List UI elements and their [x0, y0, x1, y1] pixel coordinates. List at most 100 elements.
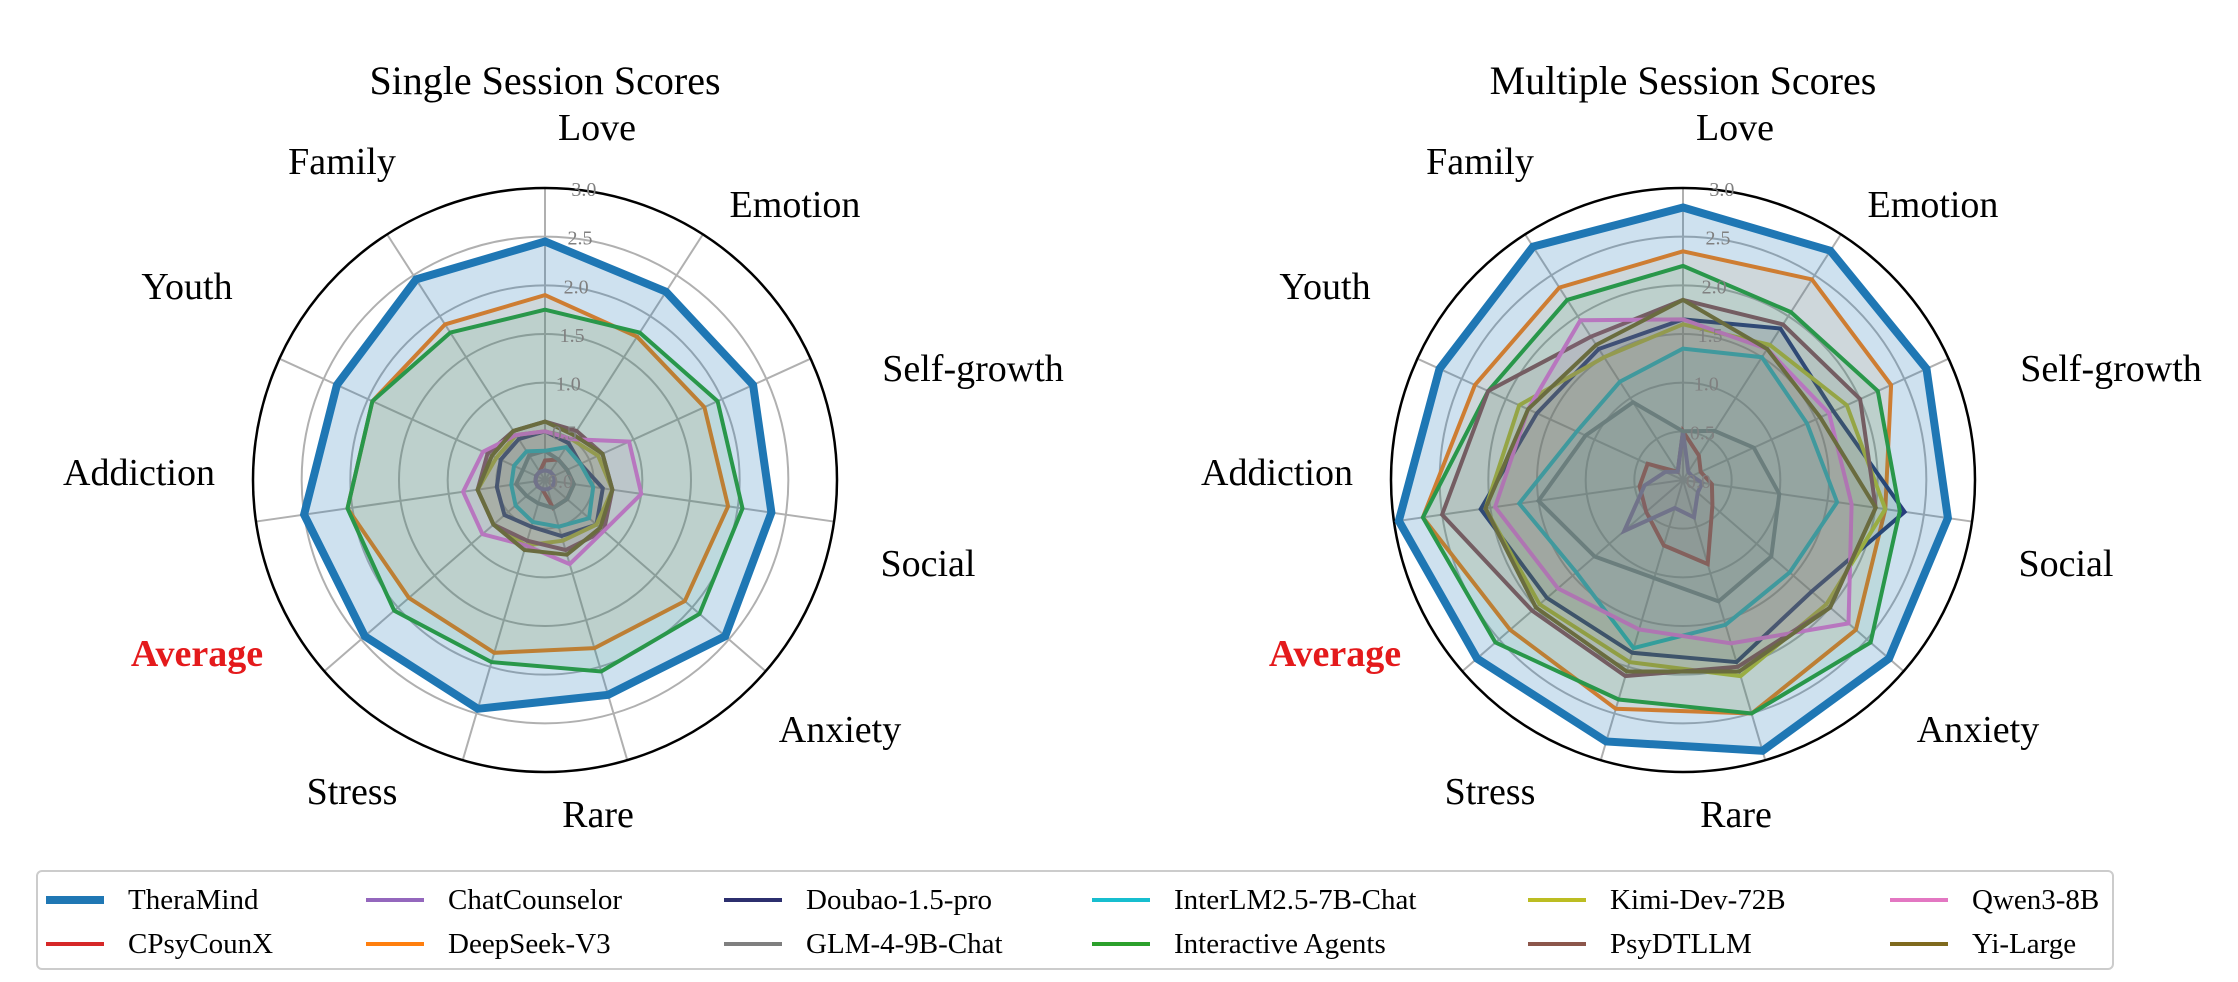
radar-chart-single-session: Single Session Scores 0.0 0.5 1.0 1.5 2.0 2.5…: [63, 58, 1064, 836]
legend-item-yi-large: Yi-Large: [1890, 924, 2076, 964]
category-label-youth: Youth: [141, 266, 232, 308]
r-tick-label: 1.5: [1698, 325, 1723, 347]
legend-item-deepseek-v3: DeepSeek-V3: [366, 924, 611, 964]
spoke-line: [1682, 357, 1950, 481]
category-label-love: Love: [1696, 107, 1774, 149]
series-theramind: [299, 237, 776, 713]
legend-swatch: [1890, 942, 1948, 946]
series-deepseek-v3: [1420, 249, 1894, 716]
category-label-anxiety: Anxiety: [779, 709, 901, 751]
category-label-addiction: Addiction: [63, 452, 215, 494]
legend-label: TheraMind: [128, 883, 259, 916]
legend-swatch: [366, 898, 424, 902]
legend-item-interactive-agents: Interactive Agents: [1092, 924, 1386, 964]
legend-swatch: [46, 942, 104, 946]
outer-ring: [1389, 186, 1977, 774]
legend-swatch: [1092, 942, 1150, 946]
category-label-rare: Rare: [562, 794, 634, 836]
r-tick-label: 1.5: [560, 325, 585, 347]
legend-label: Interactive Agents: [1174, 927, 1386, 960]
spoke-line: [1682, 479, 1905, 672]
legend-item-kimi-dev-72b: Kimi-Dev-72B: [1528, 880, 1786, 920]
grid: [255, 188, 835, 761]
legend-label: Qwen3-8B: [1972, 883, 2100, 916]
category-label-anxiety: Anxiety: [1917, 709, 2039, 751]
legend-label: Yi-Large: [1972, 927, 2077, 960]
figure: Single Session Scores 0.0 0.5 1.0 1.5 2.0 2.5…: [63, 58, 2202, 836]
category-label-youth: Youth: [1279, 266, 1370, 308]
legend-label: PsyDTLLM: [1610, 927, 1752, 960]
legend-label: CPsyCounX: [128, 927, 274, 960]
category-label-average: Average: [131, 633, 263, 675]
r-tick-label: 2.5: [567, 228, 592, 250]
radar-chart-multiple-session: Multiple Session Scores 0.0 0.5 1.0 1.5 2.0 2…: [1201, 58, 2202, 836]
legend: TheraMind CPsyCounX ChatCounselor DeepSeek-…: [36, 870, 2114, 970]
legend-swatch: [1890, 898, 1948, 902]
legend-swatch: [1528, 898, 1586, 902]
spoke-line: [544, 479, 767, 672]
legend-item-doubao-1-5-pro: Doubao-1.5-pro: [724, 880, 992, 920]
series-doubao-1-5-pro: [1478, 317, 1908, 665]
series-chatcounselor: [533, 468, 557, 492]
r-tick-label: 1.0: [1694, 374, 1719, 396]
legend-item-interlm2-5-7b-chat: InterLM2.5-7B-Chat: [1092, 880, 1416, 920]
category-label-emotion: Emotion: [730, 184, 861, 226]
legend-label: GLM-4-9B-Chat: [806, 927, 1003, 960]
spoke-line: [1599, 479, 1684, 761]
series-glm-4-9b-chat: [1535, 399, 1782, 604]
category-label-addiction: Addiction: [1201, 452, 1353, 494]
legend-label: Doubao-1.5-pro: [806, 883, 993, 916]
legend-swatch: [724, 898, 782, 902]
category-label-family: Family: [1426, 141, 1534, 183]
r-tick-label: 0.5: [552, 422, 577, 444]
legend-item-psydtllm: PsyDTLLM: [1528, 924, 1752, 964]
category-label-self-growth: Self-growth: [882, 348, 1064, 390]
category-label-self-growth: Self-growth: [2020, 348, 2202, 390]
r-tick-label: 2.0: [564, 276, 589, 298]
legend-swatch: [724, 942, 782, 946]
r-tick-label: 1.0: [556, 374, 581, 396]
chart-title: Multiple Session Scores: [1490, 58, 1877, 103]
series-qwen3-8b: [1492, 317, 1854, 646]
series-yi-large: [1483, 297, 1878, 674]
series-interlm2-5-7b-chat: [509, 445, 596, 529]
legend-swatch: [1092, 898, 1150, 902]
series-cpsycounx: [1637, 425, 1715, 568]
category-label-love: Love: [558, 107, 636, 149]
series-chatcounselor: [1620, 431, 1705, 536]
legend-item-qwen3-8b: Qwen3-8B: [1890, 880, 2099, 920]
legend-label: ChatCounselor: [448, 883, 622, 916]
legend-label: DeepSeek-V3: [448, 927, 611, 960]
category-label-stress: Stress: [1445, 771, 1536, 813]
spoke-line: [1416, 357, 1684, 481]
category-label-average: Average: [1269, 633, 1401, 675]
category-label-social: Social: [2019, 543, 2114, 585]
spoke-line: [1682, 479, 1973, 523]
r-tick-label: 2.5: [1705, 228, 1730, 250]
legend-swatch: [1528, 942, 1586, 946]
r-tick-label: 2.0: [1702, 276, 1727, 298]
legend-item-glm-4-9b-chat: GLM-4-9B-Chat: [724, 924, 1003, 964]
legend-item-theramind: TheraMind: [46, 880, 258, 920]
series-theramind: [1394, 203, 1953, 755]
r-tick-label: 0.0: [548, 471, 573, 493]
series-interactive-agents: [1420, 263, 1902, 716]
category-label-family: Family: [288, 141, 396, 183]
legend-label: InterLM2.5-7B-Chat: [1174, 883, 1417, 916]
series-yi-large: [475, 419, 615, 557]
category-label-stress: Stress: [307, 771, 398, 813]
series-interactive-agents: [345, 307, 745, 674]
spoke-line: [323, 479, 546, 672]
legend-label: Kimi-Dev-72B: [1610, 883, 1786, 916]
r-tick-label: 0.5: [1690, 422, 1715, 444]
series-glm-4-9b-chat: [513, 448, 577, 511]
r-tick-label: 3.0: [1709, 179, 1734, 201]
legend-swatch: [366, 942, 424, 946]
legend-item-cpsycounx: CPsyCounX: [46, 924, 273, 964]
category-label-social: Social: [881, 543, 976, 585]
category-label-rare: Rare: [1700, 794, 1772, 836]
spoke-line: [544, 357, 812, 481]
chart-title: Single Session Scores: [369, 58, 720, 103]
outer-ring: [251, 186, 839, 774]
category-label-emotion: Emotion: [1868, 184, 1999, 226]
